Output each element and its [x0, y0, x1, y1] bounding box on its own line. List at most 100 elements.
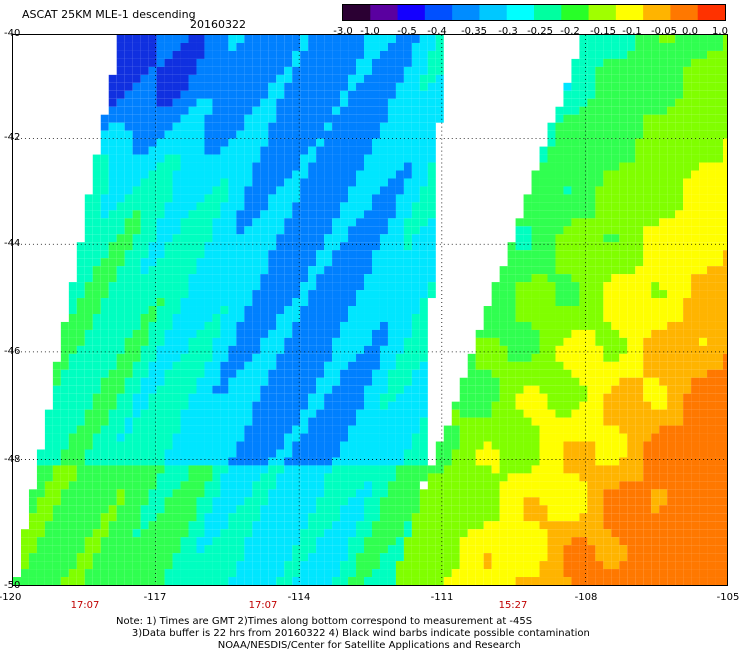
swath-cell — [611, 115, 619, 123]
swath-cell — [380, 155, 388, 163]
swath-cell — [141, 75, 149, 83]
swath-cell — [659, 131, 667, 139]
swath-cell — [372, 123, 380, 131]
swath-cell — [540, 194, 548, 202]
swath-cell — [109, 386, 117, 394]
swath-cell — [595, 330, 603, 338]
swath-cell — [476, 537, 484, 545]
swath-cell — [715, 449, 723, 457]
swath-cell — [683, 473, 691, 481]
swath-cell — [579, 306, 587, 314]
swath-cell — [308, 362, 316, 370]
swath-cell — [380, 386, 388, 394]
swath-cell — [53, 465, 61, 473]
swath-cell — [508, 473, 516, 481]
swath-cell — [372, 402, 380, 410]
swath-cell — [101, 362, 109, 370]
swath-cell — [691, 107, 699, 115]
swath-cell — [380, 131, 388, 139]
swath-cell — [228, 258, 236, 266]
swath-cell — [196, 99, 204, 107]
swath-cell — [563, 186, 571, 194]
swath-cell — [196, 290, 204, 298]
swath-cell — [659, 218, 667, 226]
swath-cell — [276, 449, 284, 457]
swath-cell — [691, 234, 699, 242]
swath-cell — [548, 426, 556, 434]
swath-cell — [380, 505, 388, 513]
swath-cell — [212, 545, 220, 553]
swath-cell — [579, 131, 587, 139]
swath-cell — [388, 418, 396, 426]
swath-cell — [603, 497, 611, 505]
swath-cell — [117, 131, 125, 139]
swath-cell — [133, 545, 141, 553]
swath-cell — [548, 274, 556, 282]
swath-cell — [372, 298, 380, 306]
swath-cell — [324, 202, 332, 210]
swath-cell — [101, 163, 109, 171]
swath-cell — [460, 529, 468, 537]
swath-cell — [524, 314, 532, 322]
swath-cell — [635, 226, 643, 234]
swath-cell — [220, 442, 228, 450]
swath-cell — [236, 378, 244, 386]
swath-cell — [635, 250, 643, 258]
swath-cell — [236, 521, 244, 529]
swath-cell — [699, 226, 707, 234]
swath-cell — [196, 123, 204, 131]
swath-cell — [244, 442, 252, 450]
swath-cell — [69, 553, 77, 561]
swath-cell — [619, 442, 627, 450]
swath-cell — [579, 394, 587, 402]
swath-cell — [117, 258, 125, 266]
swath-cell — [340, 513, 348, 521]
swath-cell — [627, 370, 635, 378]
swath-cell — [516, 266, 524, 274]
swath-cell — [212, 67, 220, 75]
swath-cell — [53, 553, 61, 561]
swath-cell — [93, 457, 101, 465]
swath-cell — [109, 131, 117, 139]
swath-cell — [500, 298, 508, 306]
swath-cell — [651, 75, 659, 83]
swath-cell — [348, 410, 356, 418]
swath-cell — [619, 67, 627, 75]
swath-cell — [619, 338, 627, 346]
swath-cell — [651, 521, 659, 529]
swath-cell — [69, 449, 77, 457]
swath-cell — [276, 107, 284, 115]
swath-cell — [268, 330, 276, 338]
swath-cell — [125, 43, 133, 51]
swath-cell — [117, 410, 125, 418]
swath-cell — [659, 449, 667, 457]
swath-cell — [220, 266, 228, 274]
swath-cell — [404, 481, 412, 489]
swath-cell — [332, 386, 340, 394]
swath-cell — [220, 67, 228, 75]
swath-cell — [212, 178, 220, 186]
swath-cell — [165, 322, 173, 330]
swath-cell — [508, 282, 516, 290]
swath-cell — [699, 115, 707, 123]
swath-cell — [53, 378, 61, 386]
swath-cell — [220, 75, 228, 83]
swath-cell — [619, 226, 627, 234]
swath-cell — [683, 51, 691, 59]
swath-cell — [563, 354, 571, 362]
swath-cell — [667, 434, 675, 442]
swath-cell — [667, 513, 675, 521]
swath-cell — [476, 346, 484, 354]
swath-cell — [300, 449, 308, 457]
swath-cell — [260, 473, 268, 481]
swath-cell — [196, 529, 204, 537]
swath-cell — [45, 505, 53, 513]
swath-cell — [356, 202, 364, 210]
swath-cell — [667, 418, 675, 426]
swath-cell — [707, 75, 715, 83]
swath-cell — [284, 322, 292, 330]
swath-cell — [157, 147, 165, 155]
swath-cell — [428, 210, 436, 218]
swath-cell — [500, 378, 508, 386]
swath-cell — [340, 218, 348, 226]
